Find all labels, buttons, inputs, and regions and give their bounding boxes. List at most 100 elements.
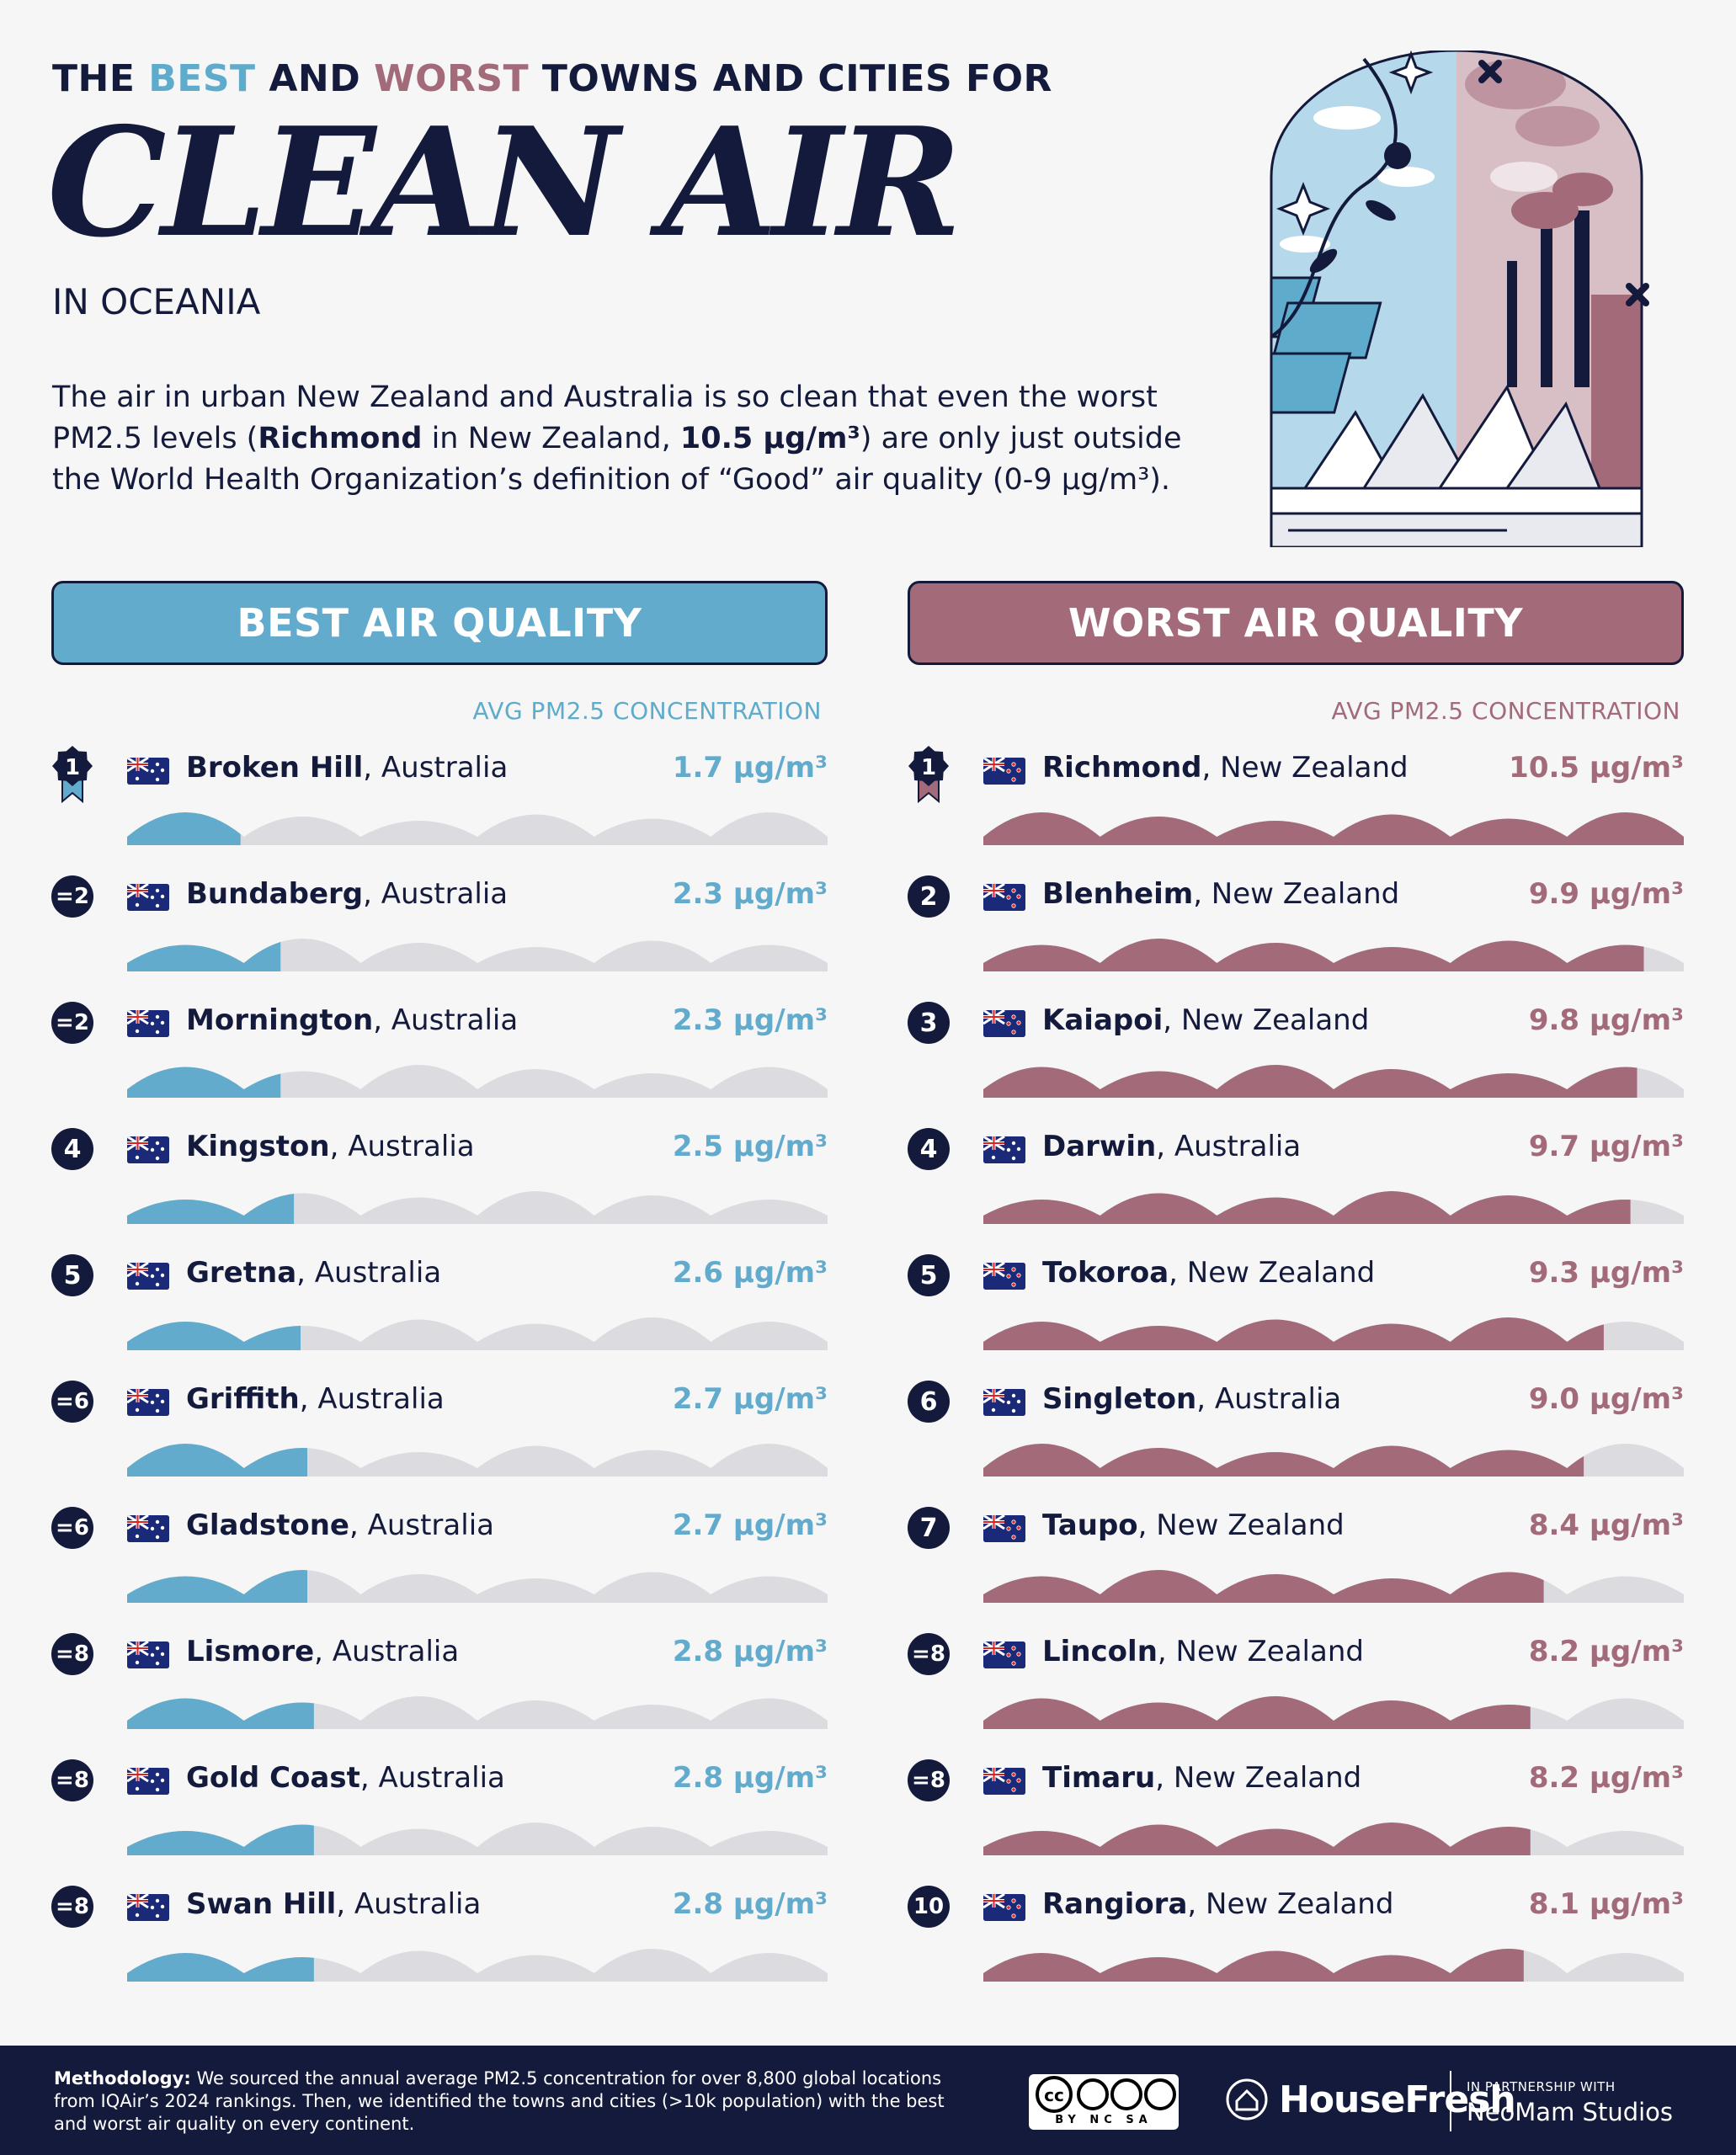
best-row: =6 Gladstone, Australia 2.7 μg/m³ [51,1507,828,1608]
country-name: , Australia [363,877,509,911]
bar-fill [983,939,1644,971]
australia-flag-icon [127,1389,169,1416]
partner-name: NeoMam Studios [1467,2098,1674,2126]
new-zealand-flag-icon [983,1263,1025,1290]
partner-divider [1450,2071,1451,2131]
worst-word: WORST [374,57,530,100]
bar-fill [127,812,241,845]
country-name: , New Zealand [1201,751,1409,785]
best-row: =8 Lismore, Australia 2.8 μg/m³ [51,1633,828,1734]
bar-fill [127,1444,307,1477]
header-line: THE BEST AND WORST TOWNS AND CITIES FOR [52,57,1052,100]
new-zealand-flag-icon [983,884,1025,911]
methodology-note: Methodology: We sourced the annual avera… [54,2068,945,2134]
country-name: , New Zealand [1157,1635,1364,1668]
rank-badge: =6 [51,1507,93,1549]
worst-row: =8 Lincoln, New Zealand 8.2 μg/m³ [908,1633,1684,1734]
country-name: , Australia [296,1256,442,1290]
best-row: =2 Mornington, Australia 2.3 μg/m³ [51,1002,828,1103]
value-label: 1.7 μg/m³ [672,751,828,785]
rank-badge: 2 [908,875,950,918]
rank-badge: 5 [908,1254,950,1296]
worst-bar [983,1065,1684,1098]
value-label: 2.5 μg/m³ [672,1130,828,1163]
city-name: Taupo [1042,1508,1138,1542]
rank-text: 1 [921,755,936,780]
rank-badge: 7 [908,1507,950,1549]
best-bar [127,1444,828,1477]
rank-badge: 1 [51,746,93,803]
city-name: Singleton [1042,1382,1197,1416]
city-name: Swan Hill [186,1887,337,1921]
australia-flag-icon [127,1642,169,1668]
city-label: Darwin, Australia [1042,1130,1301,1163]
city-label: Taupo, New Zealand [1042,1508,1345,1542]
rank-badge: 4 [908,1128,950,1170]
new-zealand-flag-icon [983,1515,1025,1542]
australia-flag-icon [127,884,169,911]
best-row: =8 Gold Coast, Australia 2.8 μg/m³ [51,1759,828,1860]
city-name: Richmond [1042,751,1202,785]
city-label: Timaru, New Zealand [1042,1761,1361,1795]
best-bar [127,812,828,845]
best-word: BEST [148,57,256,100]
rank-badge: =2 [51,875,93,918]
bar-fill [127,1194,295,1224]
country-name: , Australia [359,1761,505,1795]
city-name: Lismore [186,1635,315,1668]
best-bar [127,1317,828,1350]
city-name: Kaiapoi [1042,1003,1164,1037]
worst-row: 10 Rangiora, New Zealand 8.1 μg/m³ [908,1886,1684,1987]
city-name: Darwin [1042,1130,1157,1163]
bar-fill [983,1822,1531,1855]
bar-fill [127,1824,314,1855]
bar-fill [983,1949,1524,1982]
worst-bar [983,1317,1684,1350]
new-zealand-flag-icon [983,1010,1025,1037]
rank-badge: 10 [908,1886,950,1928]
city-label: Gretna, Australia [186,1256,441,1290]
bar-fill [127,942,281,971]
bar-fill [983,812,1684,845]
housefresh-logo: HouseFresh [1225,2078,1516,2121]
rank-badge: 3 [908,1002,950,1044]
australia-flag-icon [127,1515,169,1542]
australia-flag-icon [983,1389,1025,1416]
value-label: 9.3 μg/m³ [1528,1256,1684,1290]
bar-track [127,939,828,971]
best-row: 1 Broken Hill, Australia 1.7 μg/m³ [51,746,828,850]
housefresh-house-icon [1226,2078,1268,2120]
country-name: , Australia [363,751,509,785]
country-name: , Australia [336,1887,482,1921]
best-bar [127,1949,828,1982]
bar-fill [983,1191,1631,1224]
best-bar [127,1065,828,1098]
city-name: Gretna [186,1256,297,1290]
rank-badge: =8 [908,1759,950,1801]
bar-fill [983,1570,1544,1603]
australia-flag-icon [983,1136,1025,1163]
city-name: Tokoroa [1042,1256,1169,1290]
best-bar [127,1570,828,1603]
value-label: 2.3 μg/m³ [672,1003,828,1037]
new-zealand-flag-icon [983,1642,1025,1668]
bar-track [127,1191,828,1224]
worst-column-label: AVG PM2.5 CONCENTRATION [1331,697,1680,725]
city-label: Gladstone, Australia [186,1508,494,1542]
worst-bar [983,1191,1684,1224]
page-title: CLEAN AIR [47,94,962,270]
city-label: Richmond, New Zealand [1042,751,1409,785]
worst-bar [983,1570,1684,1603]
country-name: , Australia [299,1382,445,1416]
value-label: 9.9 μg/m³ [1528,877,1684,911]
city-label: Broken Hill, Australia [186,751,508,785]
worst-bar [983,812,1684,845]
city-label: Rangiora, New Zealand [1042,1887,1393,1921]
city-label: Mornington, Australia [186,1003,518,1037]
country-name: , New Zealand [1169,1256,1376,1290]
page-subtitle: IN OCEANIA [52,281,261,322]
value-label: 9.0 μg/m³ [1528,1382,1684,1416]
rosette-icon: 1 [908,746,949,803]
bar-track [127,812,828,845]
bar-track [127,1317,828,1350]
